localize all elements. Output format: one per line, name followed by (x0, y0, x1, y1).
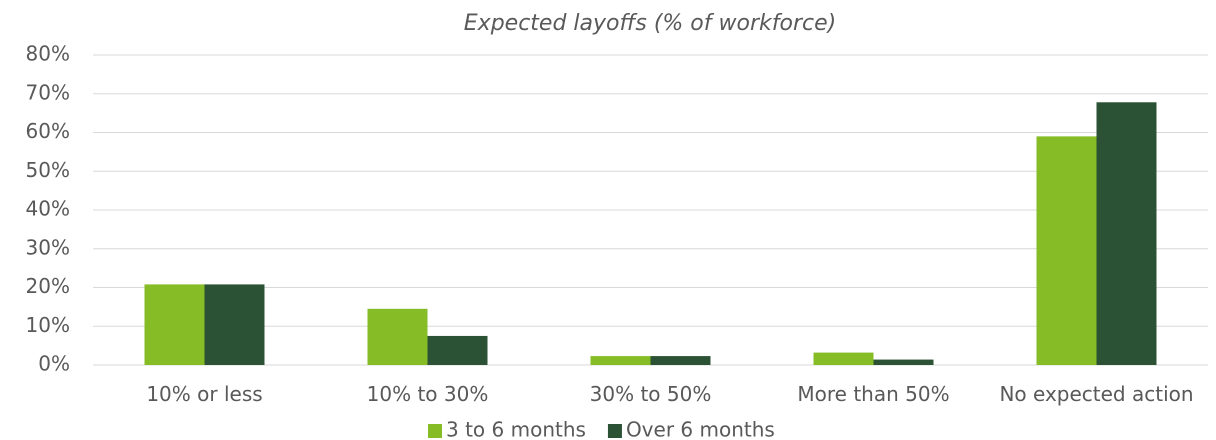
y-tick-label: 10% (26, 313, 70, 337)
y-tick-label: 70% (26, 80, 70, 104)
y-tick-label: 80% (26, 42, 70, 66)
legend-swatch (428, 424, 442, 438)
bar (1096, 102, 1157, 366)
bar (204, 284, 265, 365)
bar (367, 308, 428, 365)
y-tick-label: 50% (26, 158, 70, 182)
chart-title: Expected layoffs (% of workforce) (464, 11, 836, 36)
legend-label: 3 to 6 months (446, 418, 586, 440)
bar (813, 352, 874, 365)
y-tick-label: 20% (26, 274, 70, 298)
y-tick-label: 0% (38, 352, 70, 376)
legend-swatch (607, 424, 622, 438)
legend-label: Over 6 months (626, 418, 775, 440)
y-tick-label: 30% (26, 235, 70, 259)
bar (873, 359, 934, 365)
y-tick-label: 40% (26, 197, 70, 221)
x-tick-label: 10% to 30% (366, 382, 489, 406)
bar (1036, 136, 1097, 365)
bar (650, 356, 711, 365)
bar (590, 356, 651, 365)
y-tick-label: 60% (26, 119, 70, 143)
x-tick-label: 10% or less (146, 382, 263, 406)
bar (144, 284, 205, 365)
x-tick-label: No expected action (999, 382, 1194, 406)
x-tick-label: More than 50% (797, 382, 950, 406)
x-tick-label: 30% to 50% (589, 382, 712, 406)
bar (427, 335, 488, 365)
